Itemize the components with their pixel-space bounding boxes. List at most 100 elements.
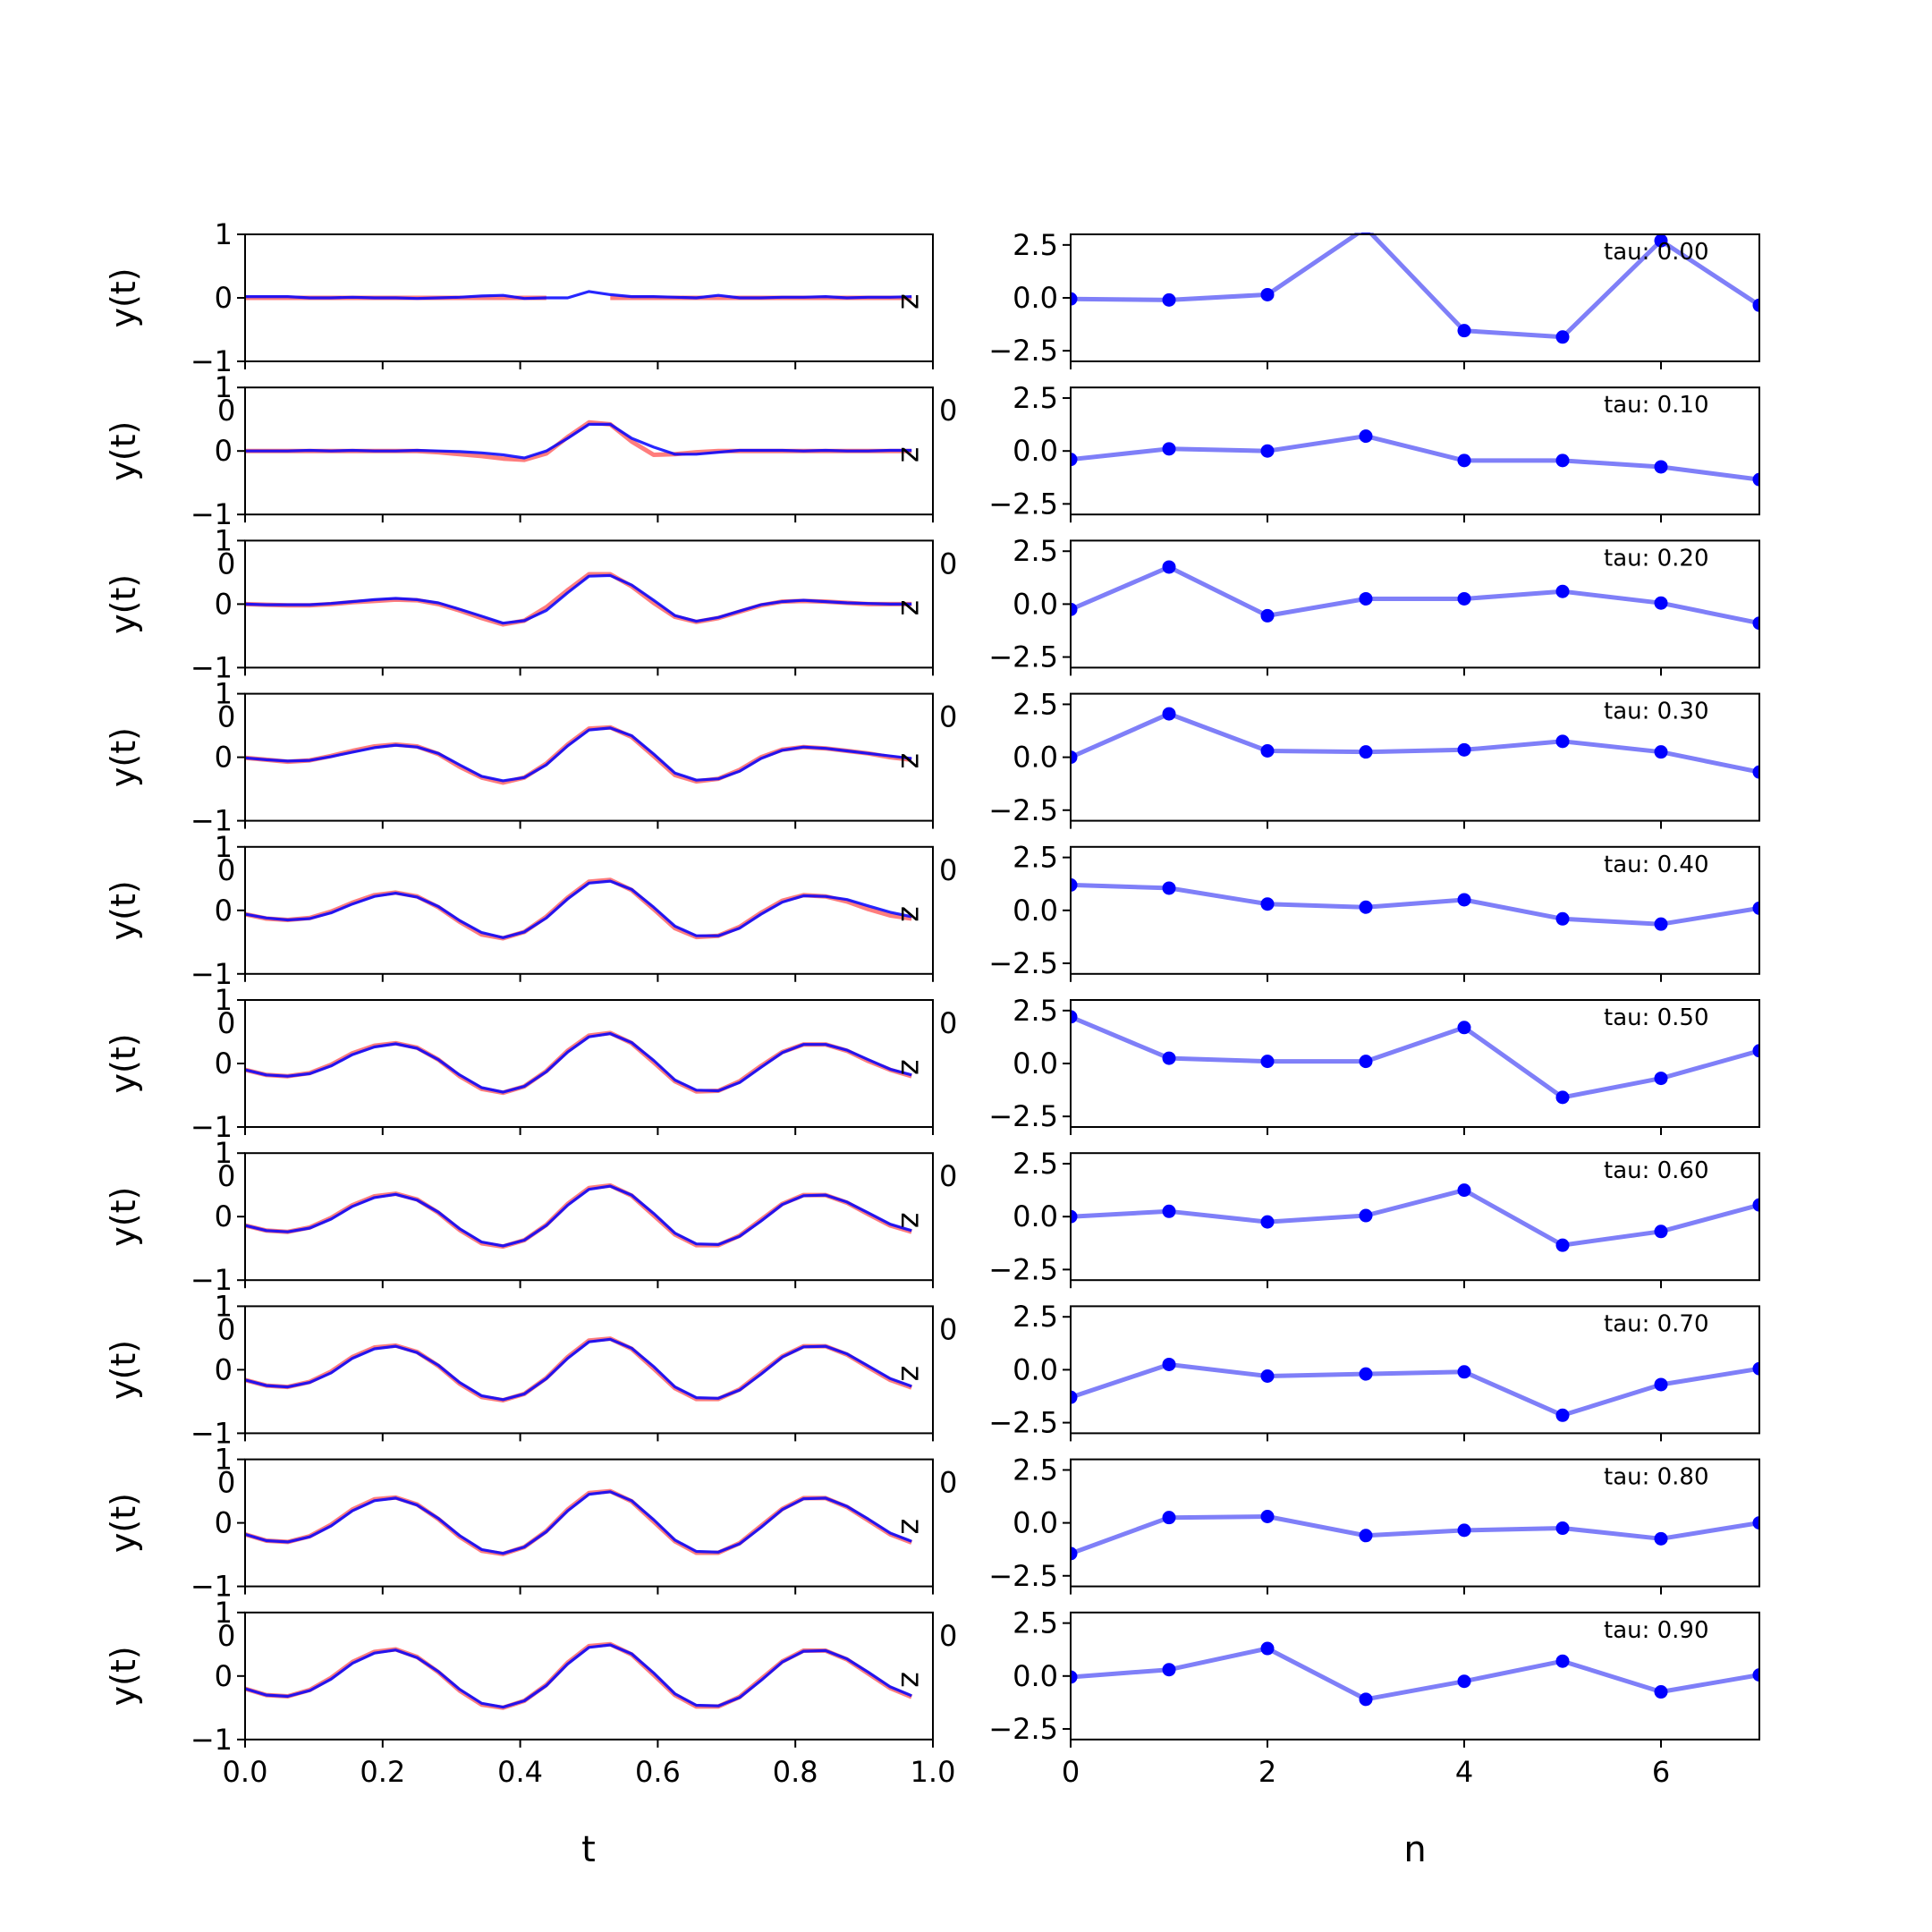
x-tick-label: 0.0 xyxy=(223,1755,268,1789)
y-tick-label: 0.0 xyxy=(1013,1046,1058,1080)
y-axis-label: y(t) xyxy=(104,727,143,787)
y-tick-label: −2.5 xyxy=(988,946,1058,980)
coeff-line xyxy=(1071,1514,1759,1556)
side-label-z: z xyxy=(894,446,929,462)
y-tick-label: 2.5 xyxy=(1013,994,1058,1028)
tau-annotation: tau: 0.60 xyxy=(1604,1157,1709,1184)
y-tick-label: 2.5 xyxy=(1013,534,1058,568)
coeff-point xyxy=(1457,1183,1471,1198)
coeff-point xyxy=(1555,1654,1570,1668)
overlap-tick-label: 0 xyxy=(217,547,235,580)
coeff-panel-8: −2.5 0.0 2.5 tau: 0.80 xyxy=(988,1453,1760,1595)
coeff-line xyxy=(1071,564,1759,626)
x-tick-label: 4 xyxy=(1455,1755,1473,1789)
tau-annotation: tau: 0.70 xyxy=(1604,1310,1709,1337)
side-label-z: z xyxy=(894,753,929,769)
coeff-point xyxy=(1071,1546,1078,1561)
coeff-point xyxy=(1752,901,1759,915)
y-tick-label: 2.5 xyxy=(1013,228,1058,262)
coeff-point xyxy=(1260,744,1275,758)
coeff-point xyxy=(1359,1367,1373,1381)
coeff-point xyxy=(1457,1523,1471,1538)
coeff-point xyxy=(1457,893,1471,907)
coeff-point xyxy=(1654,1072,1668,1086)
y-tick-label: −2.5 xyxy=(988,487,1058,521)
coeff-line xyxy=(1071,882,1759,927)
coeff-point xyxy=(1260,1055,1275,1069)
y-tick-label: −1 xyxy=(191,957,233,991)
y-tick-label: −2.5 xyxy=(988,1406,1058,1440)
overlap-tick-label: 0 xyxy=(217,1159,235,1193)
coeff-point xyxy=(1162,442,1176,456)
coeff-point xyxy=(1071,1010,1078,1024)
y-tick-label: 0.0 xyxy=(1013,1659,1058,1693)
coeff-point xyxy=(1752,298,1759,312)
y-tick-label: −1 xyxy=(191,1570,233,1604)
coeff-line xyxy=(1071,434,1759,482)
coeff-point xyxy=(1162,292,1176,307)
y-tick-label: 0.0 xyxy=(1013,281,1058,315)
coeff-point xyxy=(1654,596,1668,610)
coeff-point xyxy=(1359,745,1373,759)
y-tick-label: −2.5 xyxy=(988,334,1058,368)
coeff-point xyxy=(1260,287,1275,301)
overlap-tick-label: 0 xyxy=(939,1466,957,1500)
coeff-point xyxy=(1359,1529,1373,1543)
coeff-point xyxy=(1752,1516,1759,1530)
y-tick-label: −2.5 xyxy=(988,1252,1058,1286)
coeff-series xyxy=(1071,1357,1759,1422)
y-axis-label: y(t) xyxy=(104,1340,143,1400)
y-tick-label: 2.5 xyxy=(1013,1147,1058,1181)
coeff-point xyxy=(1260,608,1275,623)
signal-line xyxy=(244,573,912,625)
tau-annotation: tau: 0.80 xyxy=(1604,1464,1709,1491)
x-tick-label: 0.4 xyxy=(497,1755,543,1789)
x-tick-label: 0.2 xyxy=(360,1755,405,1789)
overlap-tick-label: 0 xyxy=(939,547,957,580)
overlap-tick-label: 0 xyxy=(939,394,957,428)
coeff-point xyxy=(1752,1361,1759,1376)
coeff-point xyxy=(1359,1208,1373,1223)
coeff-point xyxy=(1071,1209,1078,1224)
coeff-point xyxy=(1752,1668,1759,1682)
signal-line xyxy=(244,1184,912,1248)
coeff-point xyxy=(1162,1357,1176,1371)
tau-annotation: tau: 0.40 xyxy=(1604,852,1709,878)
side-label-z: z xyxy=(894,1059,929,1075)
side-label-z: z xyxy=(894,1365,929,1381)
y-tick-label: 1 xyxy=(215,217,233,251)
coefficient-column: −2.50.02.5 tau: 0.00−2.50.02.5 tau: 0.10−2… xyxy=(988,228,1760,1789)
y-tick-label: 2.5 xyxy=(1013,687,1058,721)
coeff-point xyxy=(1654,233,1668,248)
y-tick-label: 1 xyxy=(215,523,233,557)
tau-annotation: tau: 0.10 xyxy=(1604,392,1709,419)
y-tick-label: 0.0 xyxy=(1013,1506,1058,1540)
x-tick-label: 0.8 xyxy=(773,1755,818,1789)
coeff-point xyxy=(1555,911,1570,926)
coeff-point xyxy=(1752,472,1759,487)
y-tick-label: 0.0 xyxy=(1013,741,1058,775)
coeff-point xyxy=(1555,453,1570,468)
coeff-line xyxy=(1071,1014,1759,1100)
coeff-series xyxy=(1071,877,1759,931)
coeff-line xyxy=(1071,1188,1759,1248)
y-tick-label: −2.5 xyxy=(988,640,1058,674)
overlap-tick-label: 0 xyxy=(939,700,957,734)
coeff-panel-6: −2.5 0.0 2.5 tau: 0.60 xyxy=(988,1147,1760,1289)
coeff-point xyxy=(1162,1511,1176,1525)
coeff-line xyxy=(1071,711,1759,775)
y-tick-label: 2.5 xyxy=(1013,1300,1058,1334)
coeff-panel-1: −2.5 0.0 2.5 tau: 0.10 xyxy=(988,381,1760,523)
y-tick-label: 0 xyxy=(215,434,233,468)
coeff-point xyxy=(1359,1055,1373,1069)
y-axis-label: y(t) xyxy=(104,1493,143,1553)
y-tick-label: −1 xyxy=(191,1110,233,1144)
coeff-point xyxy=(1654,745,1668,759)
overlap-tick-label: 0 xyxy=(939,1312,957,1346)
